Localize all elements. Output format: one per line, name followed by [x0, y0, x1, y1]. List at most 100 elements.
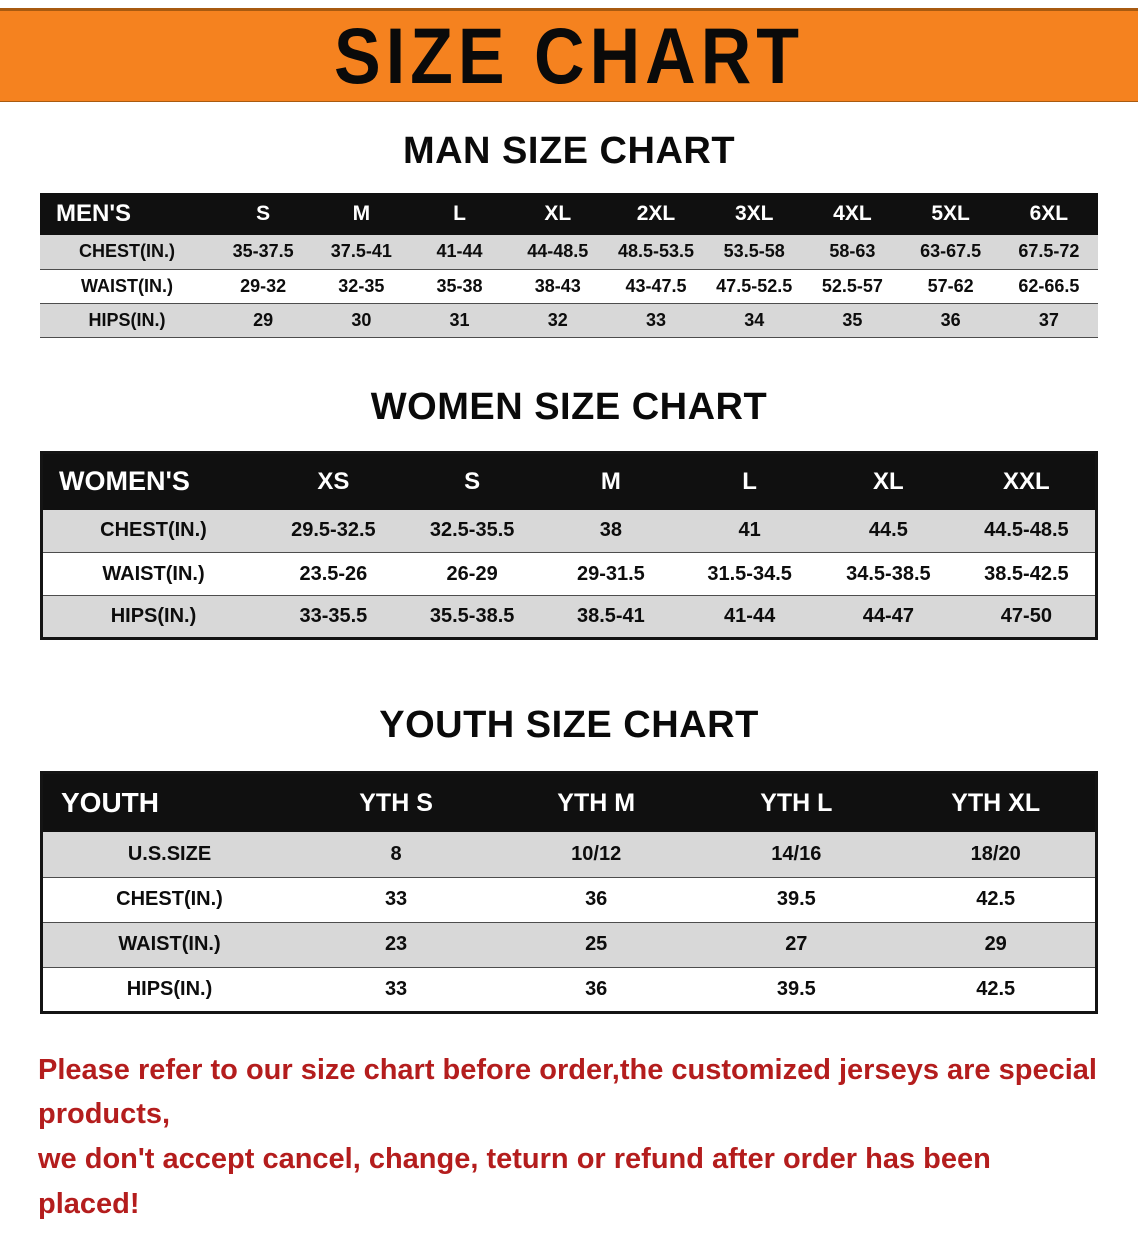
size-value-cell: 57-62 — [927, 275, 974, 296]
size-value-cell: 34.5-38.5 — [846, 562, 931, 585]
size-column-header: S — [214, 193, 313, 235]
size-column-header: 4XL — [803, 193, 902, 235]
size-value-cell: 33 — [384, 977, 408, 1000]
size-value-cell: 29-32 — [240, 275, 287, 296]
youth-size-table: YOUTH YTH S YTH M YTH L YTH XL U.S.SIZE 8 10/12… — [40, 771, 1098, 1014]
size-column-header: YTH XL — [896, 772, 1097, 832]
size-value-cell: 37.5-41 — [330, 241, 392, 262]
size-column-header: M — [541, 452, 681, 510]
youth-section-heading: YOUTH SIZE CHART — [379, 704, 759, 746]
size-value-cell: 37 — [1038, 309, 1059, 330]
size-value-cell: 35-37.5 — [232, 241, 294, 262]
page-title: SIZE CHART — [334, 12, 804, 100]
table-corner-label: WOMEN'S — [41, 452, 264, 510]
size-value-cell: 47-50 — [1000, 605, 1052, 627]
size-value-cell: 36 — [585, 977, 608, 1000]
table-row: HIPS(IN.) 29 30 31 32 33 34 35 36 37 — [40, 303, 1098, 337]
disclaimer: Please refer to our size chart before or… — [38, 1048, 1100, 1228]
table-row: HIPS(IN.) 33 36 39.5 42.5 — [41, 967, 1097, 1012]
table-row: CHEST(IN.) 33 36 39.5 42.5 — [41, 877, 1097, 922]
table-header-row: MEN'S S M L XL 2XL 3XL 4XL 5XL 6XL — [40, 193, 1098, 235]
size-value-cell: 29-31.5 — [576, 562, 645, 585]
table-corner-label: MEN'S — [40, 193, 214, 235]
size-value-cell: 53.5-58 — [723, 241, 785, 262]
size-value-cell: 23.5-26 — [299, 562, 368, 585]
size-value-cell: 33-35.5 — [299, 605, 368, 627]
table-header-row: YOUTH YTH S YTH M YTH L YTH XL — [41, 772, 1097, 832]
row-label: HIPS(IN.) — [88, 309, 166, 330]
size-column-header: YTH S — [296, 772, 497, 832]
size-value-cell: 52.5-57 — [821, 275, 883, 296]
size-value-cell: 62-66.5 — [1018, 275, 1080, 296]
table-row: WAIST(IN.) 29-32 32-35 35-38 38-43 43-47.5 47.… — [40, 269, 1098, 303]
women-section: WOMEN SIZE CHART WOMEN'S XS S M L XL XXL CHEST(… — [0, 385, 1138, 640]
disclaimer-line-1: Please refer to our size chart before or… — [38, 1053, 1097, 1131]
size-value-cell: 29 — [984, 933, 1007, 955]
size-value-cell: 48.5-53.5 — [617, 241, 695, 262]
size-column-header: XL — [819, 452, 958, 510]
row-label: U.S.SIZE — [127, 842, 212, 865]
size-value-cell: 18/20 — [970, 842, 1021, 865]
table-row: CHEST(IN.) 29.5-32.5 32.5-35.5 38 41 44.5 44.5… — [41, 509, 1097, 553]
size-value-cell: 67.5-72 — [1018, 241, 1080, 262]
size-column-header: M — [312, 193, 411, 235]
table-row: WAIST(IN.) 23 25 27 29 — [41, 922, 1097, 967]
size-value-cell: 44-48.5 — [527, 241, 589, 262]
women-section-heading: WOMEN SIZE CHART — [370, 385, 768, 428]
row-label: CHEST(IN.) — [116, 888, 223, 910]
table-row: U.S.SIZE 8 10/12 14/16 18/20 — [41, 832, 1097, 877]
row-label: CHEST(IN.) — [79, 241, 175, 262]
size-value-cell: 30 — [351, 309, 372, 330]
table-row: WAIST(IN.) 23.5-26 26-29 29-31.5 31.5-34.5 34… — [41, 552, 1097, 596]
size-value-cell: 44.5 — [868, 519, 908, 542]
row-label: WAIST(IN.) — [118, 933, 221, 955]
size-column-header: XS — [264, 452, 403, 510]
size-value-cell: 10/12 — [571, 842, 622, 865]
size-column-header: S — [402, 452, 542, 510]
size-value-cell: 41 — [738, 519, 761, 542]
size-value-cell: 42.5 — [976, 977, 1016, 1000]
size-value-cell: 44.5-48.5 — [984, 519, 1069, 542]
size-value-cell: 25 — [585, 933, 608, 955]
table-header-row: WOMEN'S XS S M L XL XXL — [41, 452, 1097, 510]
row-label: HIPS(IN.) — [126, 977, 213, 1000]
size-value-cell: 29 — [253, 309, 274, 330]
women-size-table: WOMEN'S XS S M L XL XXL CHEST(IN.) 29.5-32.5 32.5… — [40, 450, 1098, 640]
table-row: CHEST(IN.) 35-37.5 37.5-41 41-44 44-48.5 48.5… — [40, 235, 1098, 269]
size-value-cell: 8 — [390, 842, 402, 865]
size-value-cell: 33 — [384, 888, 408, 910]
size-value-cell: 42.5 — [976, 888, 1016, 910]
youth-section: YOUTH SIZE CHART YOUTH YTH S YTH M YTH L YTH… — [0, 704, 1138, 1014]
row-label: HIPS(IN.) — [110, 605, 197, 627]
size-value-cell: 26-29 — [446, 562, 498, 585]
size-value-cell: 36 — [585, 888, 608, 910]
size-value-cell: 32 — [547, 309, 568, 330]
size-value-cell: 32.5-35.5 — [429, 519, 515, 542]
row-label: WAIST(IN.) — [81, 275, 173, 296]
size-value-cell: 33 — [645, 309, 666, 330]
size-value-cell: 43-47.5 — [625, 275, 687, 296]
size-column-header: XXL — [957, 452, 1097, 510]
size-column-header: L — [680, 452, 819, 510]
size-value-cell: 27 — [785, 933, 808, 955]
banner: SIZE CHART — [0, 8, 1138, 102]
size-value-cell: 63-67.5 — [920, 241, 982, 262]
size-value-cell: 32-35 — [338, 275, 385, 296]
size-column-header: 6XL — [999, 193, 1098, 235]
size-column-header: 5XL — [901, 193, 1000, 235]
size-value-cell: 38 — [599, 519, 622, 542]
men-section: MAN SIZE CHART MEN'S S M L XL 2XL 3XL 4XL 5XL 6XL… — [0, 130, 1138, 338]
size-value-cell: 38.5-41 — [576, 605, 645, 627]
size-value-cell: 35 — [842, 309, 863, 330]
size-column-header: 3XL — [705, 193, 804, 235]
size-column-header: YTH L — [696, 772, 897, 832]
size-value-cell: 39.5 — [776, 888, 816, 910]
table-row: HIPS(IN.) 33-35.5 35.5-38.5 38.5-41 41-44 44-… — [41, 595, 1097, 639]
table-corner-label: YOUTH — [41, 772, 296, 832]
size-value-cell: 36 — [940, 309, 961, 330]
size-value-cell: 29.5-32.5 — [291, 519, 376, 542]
row-label: CHEST(IN.) — [100, 519, 207, 542]
row-label: WAIST(IN.) — [102, 562, 205, 585]
size-value-cell: 41-44 — [724, 605, 776, 627]
